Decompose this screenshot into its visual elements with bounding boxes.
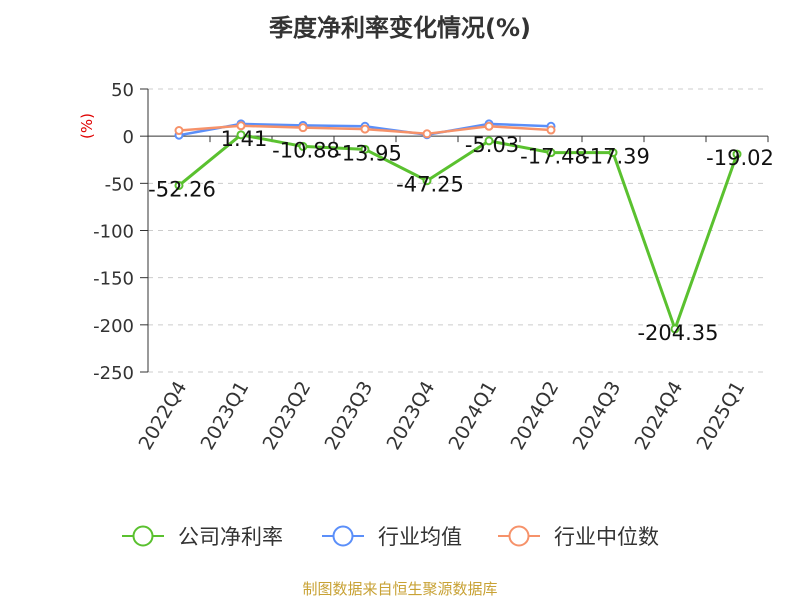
data-label: 1.41 — [221, 127, 268, 151]
x-tick-label: 2023Q3 — [321, 378, 378, 454]
y-tick-label: -250 — [93, 363, 134, 384]
x-tick-label: 2024Q3 — [569, 378, 626, 454]
legend-label: 行业中位数 — [554, 525, 659, 549]
data-point-1 — [174, 180, 184, 190]
x-tick-label: 2023Q2 — [259, 378, 316, 454]
data-point-3 — [236, 121, 246, 131]
data-label: -47.25 — [396, 173, 464, 197]
data-label: -19.02 — [706, 146, 774, 170]
y-tick-label: 50 — [111, 80, 134, 101]
y-tick-label: -200 — [93, 316, 134, 337]
y-axis-unit-label: (%) — [78, 113, 96, 139]
x-tick-label: 2024Q4 — [631, 378, 688, 454]
chart-title: 季度净利率变化情况(%) — [269, 14, 531, 42]
data-label: -52.26 — [148, 177, 216, 201]
data-point-1 — [236, 130, 246, 140]
data-label: -10.88 — [272, 138, 340, 162]
data-point-1 — [422, 176, 432, 186]
x-tick-label: 2024Q1 — [445, 378, 502, 454]
x-tick-label: 2023Q1 — [197, 378, 254, 454]
legend-swatch-marker — [508, 525, 530, 547]
data-point-1 — [608, 148, 618, 158]
y-tick-label: -50 — [105, 174, 134, 195]
legend: 公司净利率 行业均值 行业中位数 — [122, 525, 659, 549]
data-label: -17.39 — [582, 145, 650, 169]
x-tick-label: 2022Q4 — [135, 378, 192, 454]
data-point-1 — [670, 324, 680, 334]
data-point-1 — [484, 136, 494, 146]
data-point-3 — [422, 129, 432, 139]
data-point-1 — [732, 149, 742, 159]
data-label: -13.95 — [334, 141, 402, 165]
data-label: -5.03 — [465, 133, 519, 157]
data-point-3 — [546, 125, 556, 135]
x-tick-label: 2025Q1 — [693, 378, 750, 454]
data-point-1 — [360, 144, 370, 154]
x-tick-label: 2023Q4 — [383, 378, 440, 454]
x-tick-label: 2024Q2 — [507, 378, 564, 454]
y-tick-label: -150 — [93, 269, 134, 290]
data-point-1 — [546, 148, 556, 158]
data-point-1 — [298, 141, 308, 151]
data-label: -204.35 — [637, 321, 718, 345]
data-point-3 — [298, 123, 308, 133]
series-line-1 — [178, 133, 739, 331]
data-point-3 — [484, 121, 494, 131]
y-tick-label: -100 — [93, 222, 134, 243]
legend-label: 行业均值 — [378, 525, 462, 549]
legend-swatch-marker — [132, 525, 154, 547]
grid-lines — [148, 88, 768, 373]
data-label: -17.48 — [520, 145, 588, 169]
legend-swatch-marker — [332, 525, 354, 547]
data-point-3 — [174, 126, 184, 136]
data-labels: -52.261.41 -10.88-13.95-47.25-5.03 -17.48-… — [148, 127, 774, 345]
source-note: 制图数据来自恒生聚源数据库 — [302, 580, 498, 598]
y-tick-label: 0 — [123, 127, 134, 148]
data-point-3 — [360, 124, 370, 134]
legend-label: 公司净利率 — [178, 525, 283, 549]
series-lines — [174, 119, 742, 334]
